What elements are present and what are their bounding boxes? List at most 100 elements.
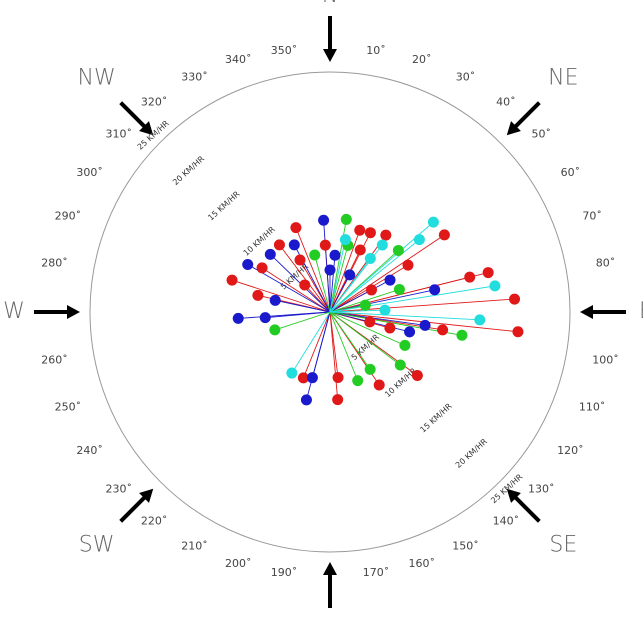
point (269, 324, 280, 335)
angle-label: 190˚ (271, 566, 298, 579)
point (364, 316, 375, 327)
angle-label: 330˚ (181, 70, 208, 83)
point (252, 290, 263, 301)
point (329, 250, 340, 261)
point (354, 225, 365, 236)
angle-label: 240˚ (76, 444, 103, 457)
compass-label: W (3, 299, 25, 324)
angle-label: 210˚ (181, 540, 208, 553)
point (290, 222, 301, 233)
wind-rose: 10˚ 20˚ 30˚ 40˚ 50˚ 60˚ 70˚ 80˚ 100˚ 110˚ 120˚ 130˚… (0, 0, 643, 624)
angle-label: 40˚ (496, 95, 516, 108)
point (227, 275, 238, 286)
angle-label: 10˚ (366, 44, 386, 57)
point (355, 244, 366, 255)
angle-label: 200˚ (225, 557, 252, 570)
speed-label: 20 KM/HR (171, 154, 206, 187)
compass-label: N (322, 0, 338, 8)
angle-label: 250˚ (55, 400, 82, 413)
point (380, 230, 391, 241)
angle-label: 340˚ (225, 53, 252, 66)
compass-label: NW (78, 66, 116, 91)
angle-label: 140˚ (493, 515, 520, 528)
point (437, 324, 448, 335)
angle-label: 350˚ (271, 44, 298, 57)
speed-label: 20 KM/HR (454, 437, 489, 470)
angle-label: 100˚ (592, 354, 619, 367)
compass-label: SE (549, 532, 577, 557)
point (399, 340, 410, 351)
angle-label: 300˚ (76, 166, 103, 179)
point (412, 370, 423, 381)
point (332, 394, 343, 405)
angle-label: 120˚ (557, 444, 584, 457)
point (318, 215, 329, 226)
point (379, 305, 390, 316)
point (286, 368, 297, 379)
point (260, 312, 271, 323)
point (377, 240, 388, 251)
speed-label: 15 KM/HR (419, 401, 454, 434)
angle-label: 280˚ (41, 256, 68, 269)
point (233, 313, 244, 324)
point (489, 280, 500, 291)
compass-arrow (34, 305, 80, 319)
angle-label: 80˚ (596, 256, 616, 269)
compass-label: SW (79, 532, 115, 557)
point (428, 217, 439, 228)
point (299, 279, 310, 290)
point (429, 284, 440, 295)
point (265, 249, 276, 260)
speed-label: 10 KM/HR (383, 366, 418, 399)
angle-label: 110˚ (579, 400, 606, 413)
point (384, 323, 395, 334)
angle-label: 30˚ (456, 70, 476, 83)
point (340, 234, 351, 245)
angle-label: 20˚ (412, 53, 432, 66)
point (483, 267, 494, 278)
point (439, 229, 450, 240)
compass-label: NE (548, 66, 578, 91)
point (403, 260, 414, 271)
angle-label: 170˚ (363, 566, 390, 579)
point (242, 259, 253, 270)
point (344, 269, 355, 280)
spoke (303, 312, 330, 378)
spoke (292, 312, 330, 373)
point (414, 234, 425, 245)
point (325, 265, 336, 276)
angle-label: 260˚ (41, 354, 68, 367)
point (464, 272, 475, 283)
compass-arrow (580, 305, 626, 319)
speed-label: 15 KM/HR (206, 189, 241, 222)
point (365, 253, 376, 264)
point (394, 284, 405, 295)
angle-label: 320˚ (141, 95, 168, 108)
angle-label: 290˚ (55, 210, 82, 223)
point (360, 300, 371, 311)
spoke (330, 312, 338, 400)
points (227, 214, 524, 405)
point (474, 314, 485, 325)
spoke (306, 312, 330, 400)
point (374, 379, 385, 390)
compass-arrow (323, 16, 337, 62)
point (333, 372, 344, 383)
compass-arrow (323, 562, 337, 608)
angle-label: 220˚ (141, 515, 168, 528)
point (456, 330, 467, 341)
point (509, 294, 520, 305)
point (395, 359, 406, 370)
point (404, 326, 415, 337)
point (512, 326, 523, 337)
angle-label: 60˚ (561, 166, 581, 179)
point (365, 364, 376, 375)
angle-label: 310˚ (105, 128, 132, 141)
point (274, 239, 285, 250)
point (289, 239, 300, 250)
angle-label: 130˚ (528, 482, 555, 495)
angle-label: 50˚ (532, 128, 552, 141)
point (301, 394, 312, 405)
point (257, 262, 268, 273)
angle-label: 70˚ (582, 210, 602, 223)
